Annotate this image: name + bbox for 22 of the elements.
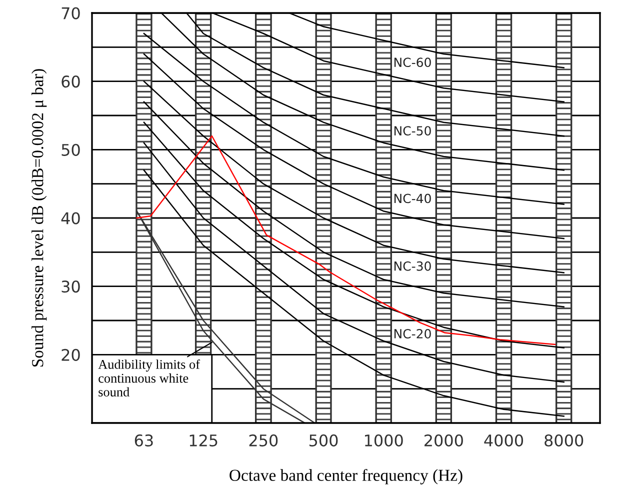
x-tick-label: 1000 <box>365 434 403 446</box>
annotation: NC-20 <box>394 329 431 338</box>
x-tick-label: 8000 <box>544 434 584 446</box>
x-tick-label: 2000 <box>424 434 463 446</box>
y-tick-label: 50 <box>62 144 80 156</box>
x-tick-label: 250 <box>249 434 278 446</box>
annotation: NC-40 <box>394 194 431 204</box>
y-tick-label: 30 <box>62 280 80 293</box>
annotation: NC-50 <box>394 126 431 136</box>
y-tick-label: 20 <box>62 348 80 361</box>
y-tick-label: 40 <box>61 212 80 224</box>
x-tick-label: 500 <box>310 434 338 446</box>
x-axis-title: Octave band center frequency (Hz) <box>230 469 462 484</box>
annotation: NC-30 <box>394 261 431 271</box>
x-tick-label: 63 <box>134 434 153 446</box>
annotation: NC-60 <box>394 58 431 68</box>
y-tick-label: 70 <box>62 7 80 20</box>
y-tick-label: 60 <box>62 76 80 88</box>
x-tick-label: 4000 <box>484 434 524 446</box>
x-tick-label: 125 <box>190 434 218 446</box>
annotation: Audibility limits of continuous white sound <box>98 359 200 396</box>
y-axis-title: Sound pressure level dB (0dB=0.0002 μ bar) <box>32 69 47 367</box>
